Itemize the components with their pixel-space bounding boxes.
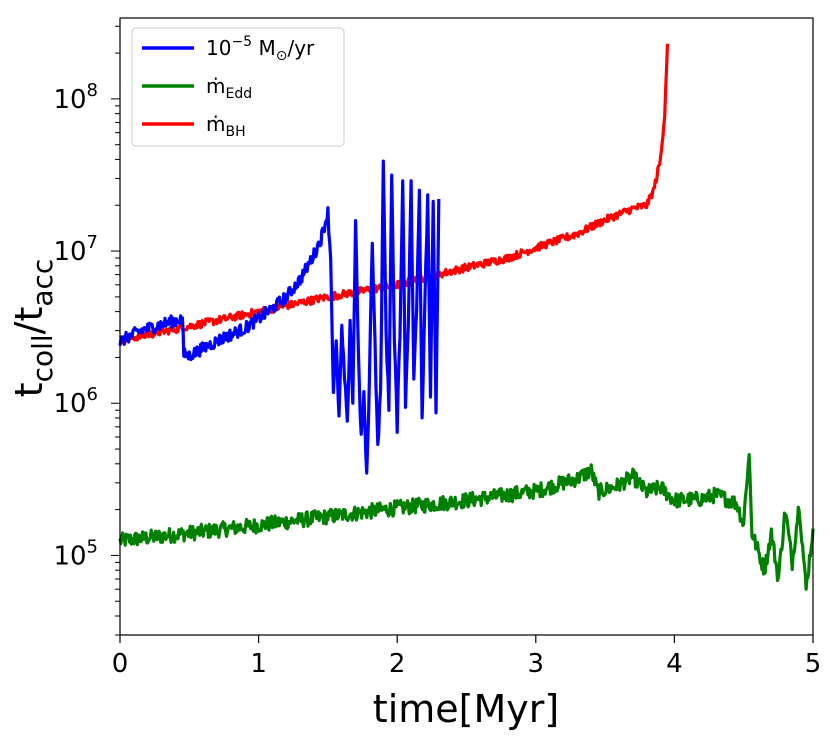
x-tick-label: 4 xyxy=(666,649,683,679)
x-tick-label: 5 xyxy=(805,649,822,679)
legend-blue-tail: /yr xyxy=(287,36,315,60)
y-axis-label-main: t xyxy=(7,382,51,397)
x-axis-label: time[Myr] xyxy=(373,687,559,731)
series-line-0 xyxy=(118,159,441,475)
y-axis-label-sub1: coll xyxy=(26,334,59,382)
legend-blue-rest: M xyxy=(252,36,276,60)
y-axis-label-slash: /t xyxy=(7,307,51,335)
legend-blue-sub: ⊙ xyxy=(276,48,288,64)
tick-layer: 0 1 2 3 4 5 105 106 107 108 xyxy=(53,25,822,679)
y-axis-label: tcoll/tacc xyxy=(7,259,59,398)
legend-red-sub: BH xyxy=(225,124,245,140)
series-layer xyxy=(118,43,815,591)
y-tick-label: 107 xyxy=(53,232,98,267)
legend-label-green: ṁEdd xyxy=(206,74,252,102)
legend-green-base: ṁ xyxy=(206,74,225,98)
y-tick-label: 106 xyxy=(53,384,98,419)
x-tick-label: 3 xyxy=(528,649,545,679)
x-tick-label: 0 xyxy=(112,649,129,679)
y-axis-label-sub2: acc xyxy=(26,259,59,307)
legend-blue-exp: −5 xyxy=(231,34,252,50)
series-line-1 xyxy=(118,453,815,591)
legend-label-blue: 10−5 M⊙/yr xyxy=(206,34,315,64)
legend-label-red: ṁBH xyxy=(206,112,246,140)
x-tick-label: 1 xyxy=(250,649,267,679)
x-tick-label: 2 xyxy=(389,649,406,679)
legend-green-sub: Edd xyxy=(225,86,252,102)
plot-frame xyxy=(119,17,814,636)
legend: 10−5 M⊙/yr ṁEdd ṁBH xyxy=(131,27,345,147)
legend-red-base: ṁ xyxy=(206,112,225,136)
y-tick-label: 108 xyxy=(53,80,98,115)
legend-frame xyxy=(131,27,345,147)
y-tick-label: 105 xyxy=(53,536,98,571)
legend-blue-base: 10 xyxy=(206,36,231,60)
